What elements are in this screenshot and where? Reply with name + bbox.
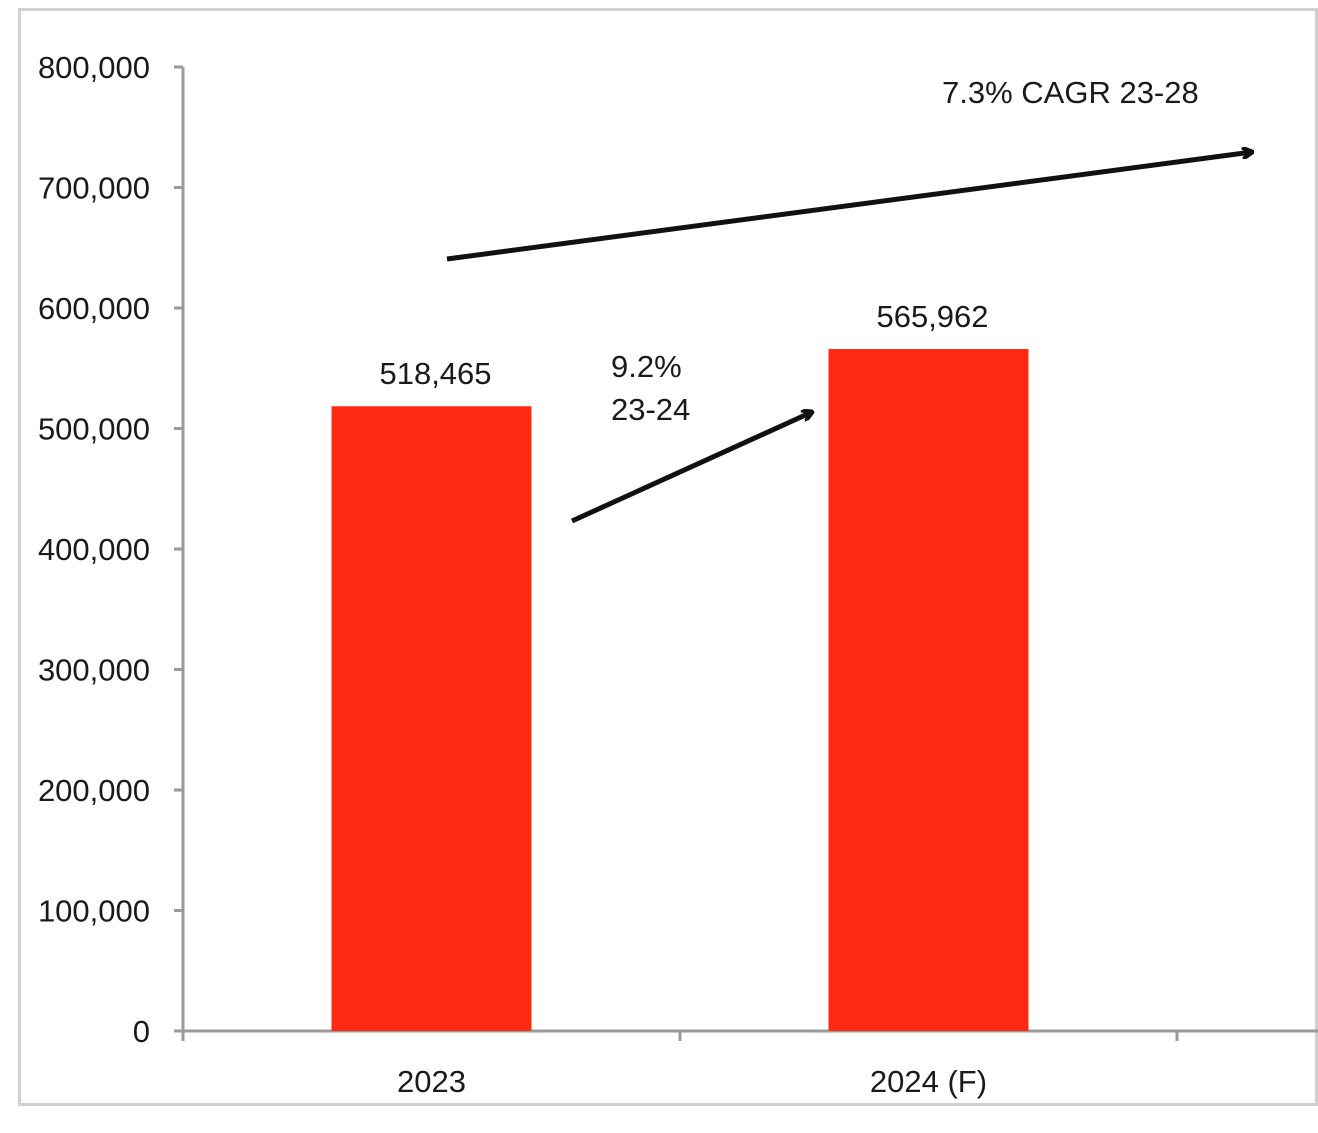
data-labels: 518,465 565,962	[379, 299, 988, 391]
y-tick-label: 300,000	[38, 653, 150, 688]
x-tick-label: 2024 (F)	[870, 1064, 987, 1099]
bar-2024-F	[828, 349, 1029, 1032]
y-tick-label: 700,000	[38, 171, 150, 206]
bars	[331, 349, 1029, 1032]
short-growth-pct: 9.2%	[611, 349, 682, 384]
y-tick-label: 600,000	[38, 291, 150, 326]
data-label: 565,962	[876, 299, 988, 334]
chart-frame	[18, 8, 1318, 1106]
y-tick-label: 500,000	[38, 412, 150, 447]
x-tick-label: 2023	[397, 1064, 466, 1099]
data-label: 518,465	[379, 356, 491, 391]
short-growth-period: 23-24	[611, 392, 690, 427]
short-growth-arrow	[570, 412, 812, 524]
bar-2023	[331, 406, 532, 1032]
y-tick-label: 0	[133, 1014, 150, 1049]
y-axis: 0 100,000 200,000 300,000 400,000 500,000 600,…	[38, 50, 185, 1049]
y-tick-label: 400,000	[38, 532, 150, 567]
x-axis: 2023 2024 (F)	[181, 1029, 1318, 1099]
y-tick-label: 200,000	[38, 773, 150, 808]
y-tick-label: 800,000	[38, 50, 150, 85]
cagr-annotation: 7.3% CAGR 23-28	[942, 75, 1199, 110]
y-tick-label: 100,000	[38, 894, 150, 929]
cagr-arrow	[446, 152, 1252, 262]
